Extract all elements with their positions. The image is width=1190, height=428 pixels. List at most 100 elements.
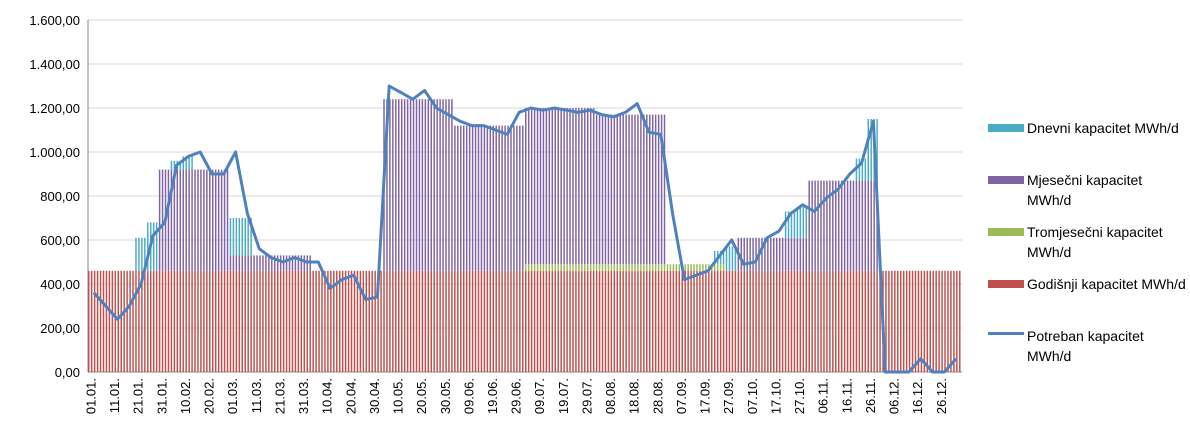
bar-stripe xyxy=(870,270,872,372)
bar-stripe xyxy=(790,211,793,238)
bar-stripe xyxy=(598,264,601,271)
bar-stripe xyxy=(480,125,483,271)
bar-stripe xyxy=(604,270,607,372)
bar-stripe xyxy=(855,180,858,271)
x-tick-label: 09.06. xyxy=(461,378,476,414)
bar-stripe xyxy=(338,270,341,372)
bar-stripe xyxy=(767,270,769,372)
bar-segment xyxy=(182,270,193,372)
bar-stripe xyxy=(654,264,657,271)
bar-stripe xyxy=(811,180,813,271)
bar-stripe xyxy=(607,270,610,372)
bar-segment xyxy=(442,99,453,271)
bar-stripe xyxy=(625,264,627,271)
x-tick-label: 19.07. xyxy=(556,378,571,414)
legend-swatch xyxy=(988,280,1024,288)
legend-item: Dnevni kapacitet MWh/d xyxy=(988,118,1188,170)
bar-stripe xyxy=(719,264,722,271)
bar-stripe xyxy=(395,270,397,372)
bar-stripe xyxy=(362,270,365,372)
x-tick-label: 01.01. xyxy=(83,378,98,414)
bar-stripe xyxy=(152,222,155,271)
bar-stripe xyxy=(445,270,447,372)
x-tick-label: 16.11. xyxy=(839,378,854,413)
bar-stripe xyxy=(595,270,598,372)
bar-stripe xyxy=(587,108,589,265)
bar-stripe xyxy=(430,270,432,372)
bar-stripe xyxy=(849,180,852,271)
bar-stripe xyxy=(279,255,282,271)
bar-stripe xyxy=(929,270,931,372)
bar-stripe xyxy=(489,125,492,271)
bar-stripe xyxy=(105,270,108,372)
bar-stripe xyxy=(640,264,642,271)
bar-stripe xyxy=(640,270,642,372)
bar-stripe xyxy=(657,270,660,372)
bar-stripe xyxy=(451,270,453,372)
bar-segment xyxy=(406,270,418,372)
bar-stripe xyxy=(527,108,530,265)
bar-stripe xyxy=(663,270,666,372)
bar-stripe xyxy=(522,125,524,271)
bar-stripe xyxy=(622,114,624,265)
bar-stripe xyxy=(781,237,784,271)
bar-segment xyxy=(253,255,264,271)
bar-stripe xyxy=(99,270,102,372)
bar-stripe xyxy=(285,255,288,271)
bar-stripe xyxy=(643,270,645,372)
bar-stripe xyxy=(817,180,819,271)
bar-stripe xyxy=(279,270,282,372)
bar-stripe xyxy=(465,125,468,271)
bar-stripe xyxy=(303,255,306,271)
bar-segment xyxy=(359,270,370,372)
bar-stripe xyxy=(144,237,146,271)
bar-stripe xyxy=(507,270,509,372)
bar-stripe xyxy=(262,255,264,271)
bar-stripe xyxy=(646,114,648,265)
bar-stripe xyxy=(637,270,639,372)
legend-swatch xyxy=(988,332,1024,335)
bar-segment xyxy=(572,270,583,372)
bar-stripe xyxy=(858,180,861,271)
bar-stripe xyxy=(114,270,117,372)
bar-stripe xyxy=(235,218,238,256)
bar-stripe xyxy=(244,270,246,372)
bar-stripe xyxy=(406,99,409,271)
legend-swatch xyxy=(988,228,1024,236)
bar-stripe xyxy=(209,270,211,372)
bar-stripe xyxy=(920,270,923,372)
bar-segment xyxy=(548,270,559,372)
bar-stripe xyxy=(684,264,686,271)
bar-stripe xyxy=(716,270,719,372)
bar-stripe xyxy=(542,264,545,271)
bar-stripe xyxy=(905,270,908,372)
bar-stripe xyxy=(468,270,471,372)
bar-stripe xyxy=(359,270,362,372)
bar-stripe xyxy=(392,270,394,372)
bar-segment xyxy=(513,125,524,271)
bar-stripe xyxy=(454,270,456,372)
bar-stripe xyxy=(649,264,651,271)
bar-stripe xyxy=(560,264,562,271)
bar-segment xyxy=(383,270,394,372)
bar-stripe xyxy=(244,255,246,271)
bar-stripe xyxy=(421,99,424,271)
bar-stripe xyxy=(566,270,568,372)
bar-stripe xyxy=(746,270,748,372)
bar-stripe xyxy=(713,251,716,265)
bar-segment xyxy=(206,169,217,271)
bar-stripe xyxy=(406,270,409,372)
bar-stripe xyxy=(120,270,122,372)
bar-stripe xyxy=(141,270,143,372)
bar-stripe xyxy=(840,180,843,271)
bar-segment xyxy=(654,114,666,265)
bar-stripe xyxy=(513,270,515,372)
bar-segment xyxy=(619,114,630,265)
bar-stripe xyxy=(229,255,232,271)
bar-stripe xyxy=(802,237,805,271)
bar-segment xyxy=(265,270,276,372)
bar-stripe xyxy=(448,99,450,271)
bar-stripe xyxy=(953,270,955,372)
bar-stripe xyxy=(471,270,474,372)
bar-stripe xyxy=(158,270,161,372)
